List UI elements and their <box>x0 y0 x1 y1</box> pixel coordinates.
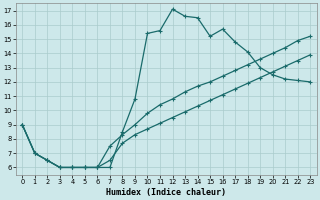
X-axis label: Humidex (Indice chaleur): Humidex (Indice chaleur) <box>106 188 226 197</box>
